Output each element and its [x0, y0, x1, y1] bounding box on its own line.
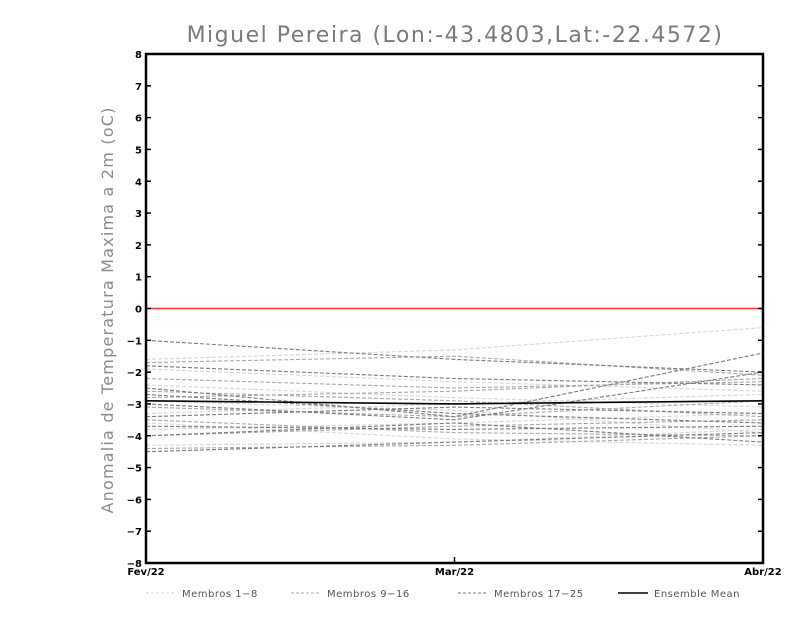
- member-line: [145, 419, 764, 437]
- y-tick-label: −4: [127, 432, 142, 443]
- member-line: [145, 377, 764, 389]
- x-tick-label: Abr/22: [744, 567, 781, 578]
- y-tick-label: −1: [127, 336, 142, 347]
- member-line: [145, 384, 764, 408]
- y-tick-label: 0: [135, 305, 142, 316]
- y-tick-label: 5: [135, 145, 142, 156]
- y-tick-label: 6: [135, 114, 142, 125]
- y-tick-label: 3: [135, 209, 142, 220]
- y-tick-label: 2: [135, 241, 142, 252]
- y-tick-label: −2: [127, 368, 142, 379]
- x-tick-label: Mar/22: [435, 567, 474, 578]
- member-line: [145, 390, 764, 418]
- legend-label: Membros 1−8: [182, 589, 258, 600]
- member-line: [145, 406, 764, 418]
- y-tick-label: −5: [127, 464, 142, 475]
- legend-label: Membros 17−25: [494, 589, 584, 600]
- y-tick-label: 8: [135, 50, 142, 61]
- legend-label: Ensemble Mean: [654, 589, 740, 600]
- ensemble-mean-line: [145, 400, 764, 405]
- series-layer: [145, 327, 764, 453]
- member-line: [145, 377, 764, 399]
- y-tick-label: 1: [135, 273, 142, 284]
- tick-layer: −8 −7 −6 −5 −4 −3 −2 −1 0 1 2 3 4 5 6 7 8 Fev/22 Mar/22 Abr…: [127, 50, 782, 578]
- x-tick-label: Fev/22: [127, 567, 164, 578]
- y-tick-label: 4: [135, 177, 142, 188]
- member-line: [145, 422, 764, 446]
- member-line: [145, 355, 764, 376]
- legend: Membros 1−8 Membros 9−16 Membros 17−25 Ense…: [146, 589, 740, 600]
- member-line: [145, 327, 764, 360]
- y-tick-label: −7: [127, 527, 142, 538]
- chart-title: Miguel Pereira (Lon:-43.4803,Lat:-22.457…: [187, 23, 724, 48]
- member-line: [145, 393, 764, 424]
- member-line: [145, 435, 764, 450]
- y-tick-label: 7: [135, 82, 142, 93]
- y-tick-label: −8: [127, 559, 142, 570]
- member-line: [145, 352, 764, 418]
- member-line: [145, 425, 764, 430]
- member-line: [145, 371, 764, 421]
- member-line: [145, 339, 764, 373]
- member-line: [145, 365, 764, 386]
- member-line: [145, 400, 764, 434]
- member-line: [145, 432, 764, 453]
- y-tick-label: −6: [127, 495, 142, 506]
- member-line: [145, 422, 764, 443]
- y-tick-label: −3: [127, 400, 142, 411]
- member-line: [145, 368, 764, 392]
- y-axis-label: Anomalia de Temperatura Maxima a 2m (oC): [98, 106, 117, 513]
- legend-label: Membros 9−16: [327, 589, 410, 600]
- member-line: [145, 419, 764, 437]
